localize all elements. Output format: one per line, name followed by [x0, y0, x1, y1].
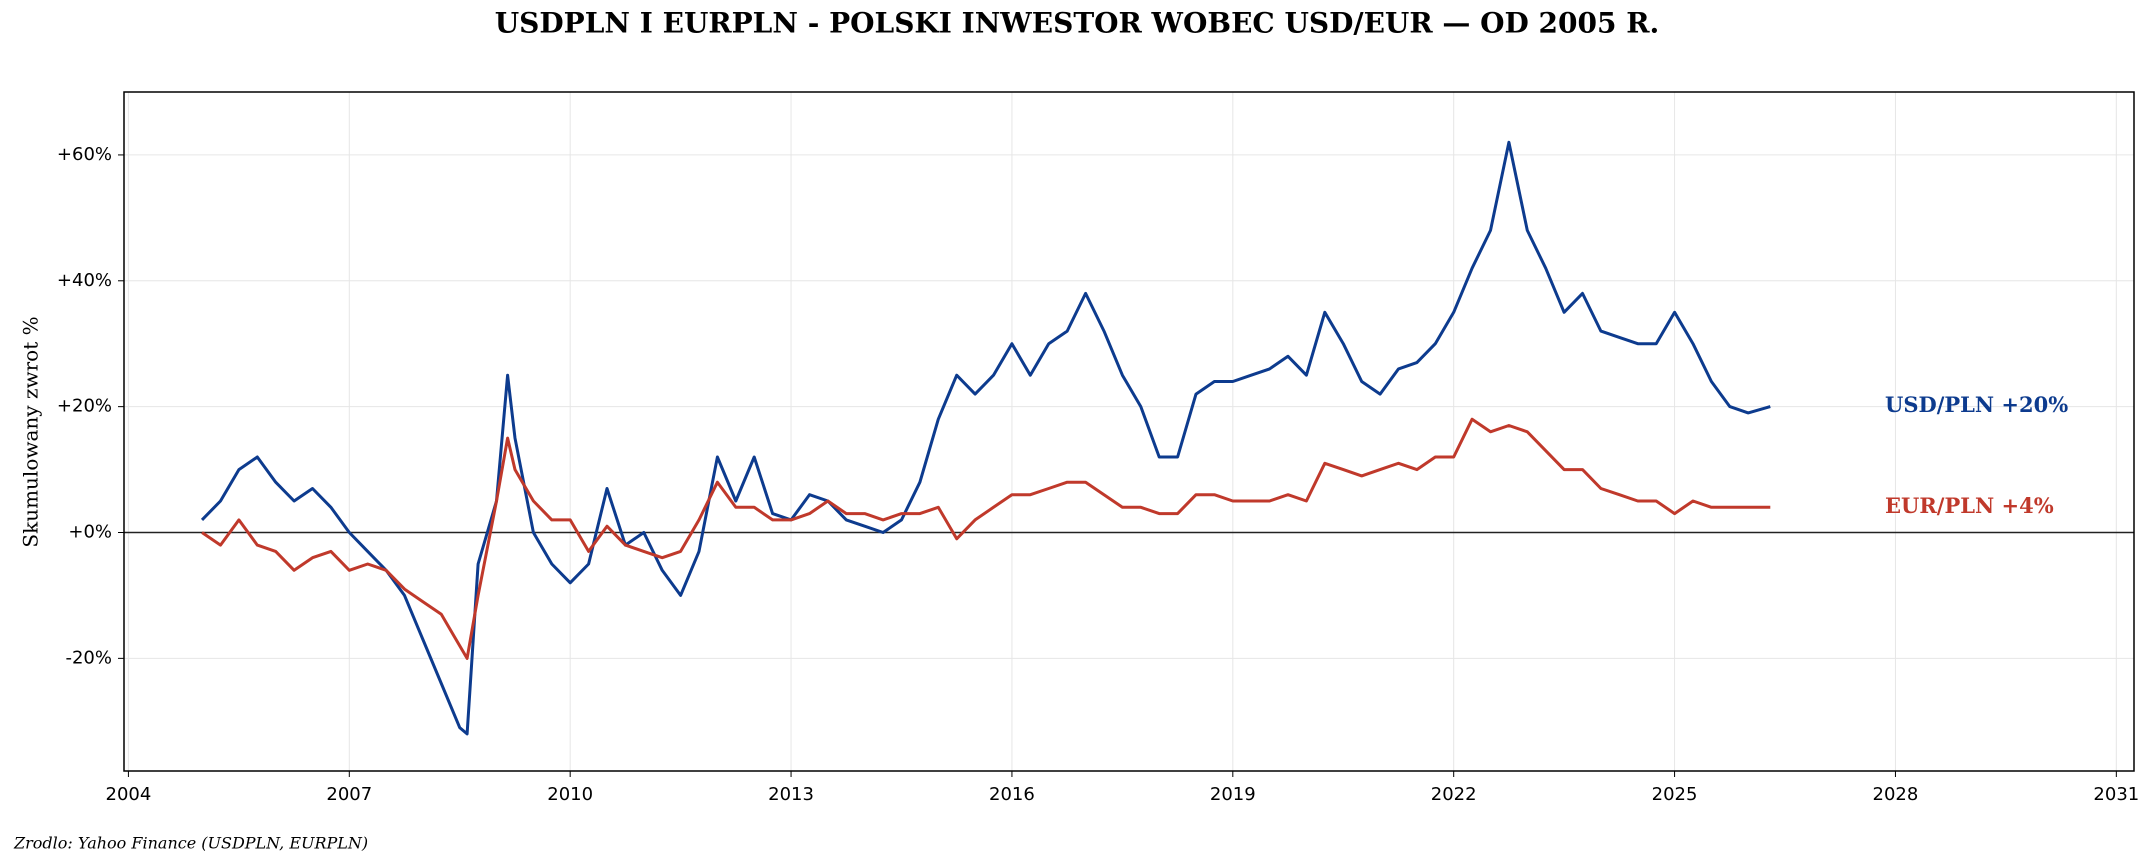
source-note: Zrodlo: Yahoo Finance (USDPLN, EURPLN) [13, 834, 368, 853]
x-tick-label: 2028 [1873, 784, 1919, 805]
x-tick-label: 2004 [106, 784, 152, 805]
y-tick-label: +20% [57, 396, 112, 417]
series-label: USD/PLN +20% [1885, 392, 2068, 417]
x-tick-label: 2010 [547, 784, 593, 805]
x-tick-label: 2016 [989, 784, 1035, 805]
x-tick-label: 2019 [1210, 784, 1256, 805]
x-tick-label: 2022 [1431, 784, 1477, 805]
y-tick-label: +0% [68, 522, 112, 543]
series-line [201, 417, 1771, 660]
chart-title: USDPLN I EURPLN - POLSKI INWESTOR WOBEC … [495, 7, 1659, 40]
x-tick-label: 2007 [326, 784, 372, 805]
x-tick-label: 2013 [768, 784, 814, 805]
x-tick-label: 2025 [1652, 784, 1698, 805]
x-tick-label: 2031 [2093, 784, 2139, 805]
plot-frame [123, 91, 2135, 772]
y-tick-label: -20% [65, 647, 112, 668]
y-tick-label: +40% [57, 270, 112, 291]
y-axis-label: Skumulowany zwrot % [19, 316, 43, 547]
y-tick-label: +60% [57, 144, 112, 165]
series-label: EUR/PLN +4% [1885, 493, 2054, 518]
series-line [200, 140, 1771, 736]
